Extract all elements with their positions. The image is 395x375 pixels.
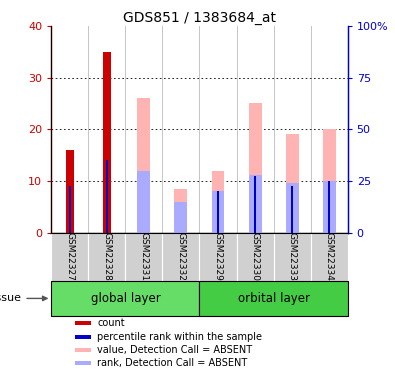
Bar	[105, 160, 108, 232]
Bar	[88, 232, 126, 281]
Bar	[75, 361, 91, 365]
Bar	[69, 186, 71, 232]
Bar	[51, 281, 199, 316]
Bar	[248, 175, 261, 232]
Bar	[51, 232, 88, 281]
Bar	[323, 129, 336, 232]
Text: GSM22333: GSM22333	[288, 232, 297, 281]
Bar	[211, 191, 224, 232]
Bar	[137, 171, 150, 232]
Bar	[199, 281, 348, 316]
Text: GSM22330: GSM22330	[250, 232, 260, 281]
Bar	[274, 232, 310, 281]
Bar	[237, 232, 274, 281]
Bar	[137, 99, 150, 232]
Text: rank, Detection Call = ABSENT: rank, Detection Call = ABSENT	[97, 358, 248, 368]
Title: GDS851 / 1383684_at: GDS851 / 1383684_at	[123, 11, 276, 25]
Text: global layer: global layer	[90, 292, 160, 305]
Bar	[291, 186, 293, 232]
Bar	[254, 176, 256, 232]
Text: orbital layer: orbital layer	[237, 292, 310, 305]
Text: GSM22328: GSM22328	[102, 232, 111, 281]
Text: GSM22334: GSM22334	[325, 232, 334, 281]
Text: GSM22329: GSM22329	[213, 232, 222, 281]
Bar	[103, 52, 111, 232]
Text: GSM22331: GSM22331	[139, 232, 149, 281]
Bar	[162, 232, 199, 281]
Bar	[286, 183, 299, 232]
Bar	[199, 232, 237, 281]
Bar	[75, 321, 91, 325]
Bar	[328, 181, 330, 232]
Bar	[75, 334, 91, 339]
Text: GSM22327: GSM22327	[65, 232, 74, 281]
Text: value, Detection Call = ABSENT: value, Detection Call = ABSENT	[97, 345, 252, 355]
Bar	[175, 189, 188, 232]
Text: tissue: tissue	[0, 293, 47, 303]
Bar	[211, 171, 224, 232]
Text: count: count	[97, 318, 125, 328]
Bar	[310, 232, 348, 281]
Text: GSM22332: GSM22332	[177, 232, 186, 281]
Bar	[217, 191, 219, 232]
Bar	[75, 348, 91, 352]
Bar	[286, 134, 299, 232]
Bar	[248, 103, 261, 232]
Text: percentile rank within the sample: percentile rank within the sample	[97, 332, 262, 342]
Bar	[175, 202, 188, 232]
Bar	[126, 232, 162, 281]
Bar	[66, 150, 73, 232]
Bar	[323, 181, 336, 232]
